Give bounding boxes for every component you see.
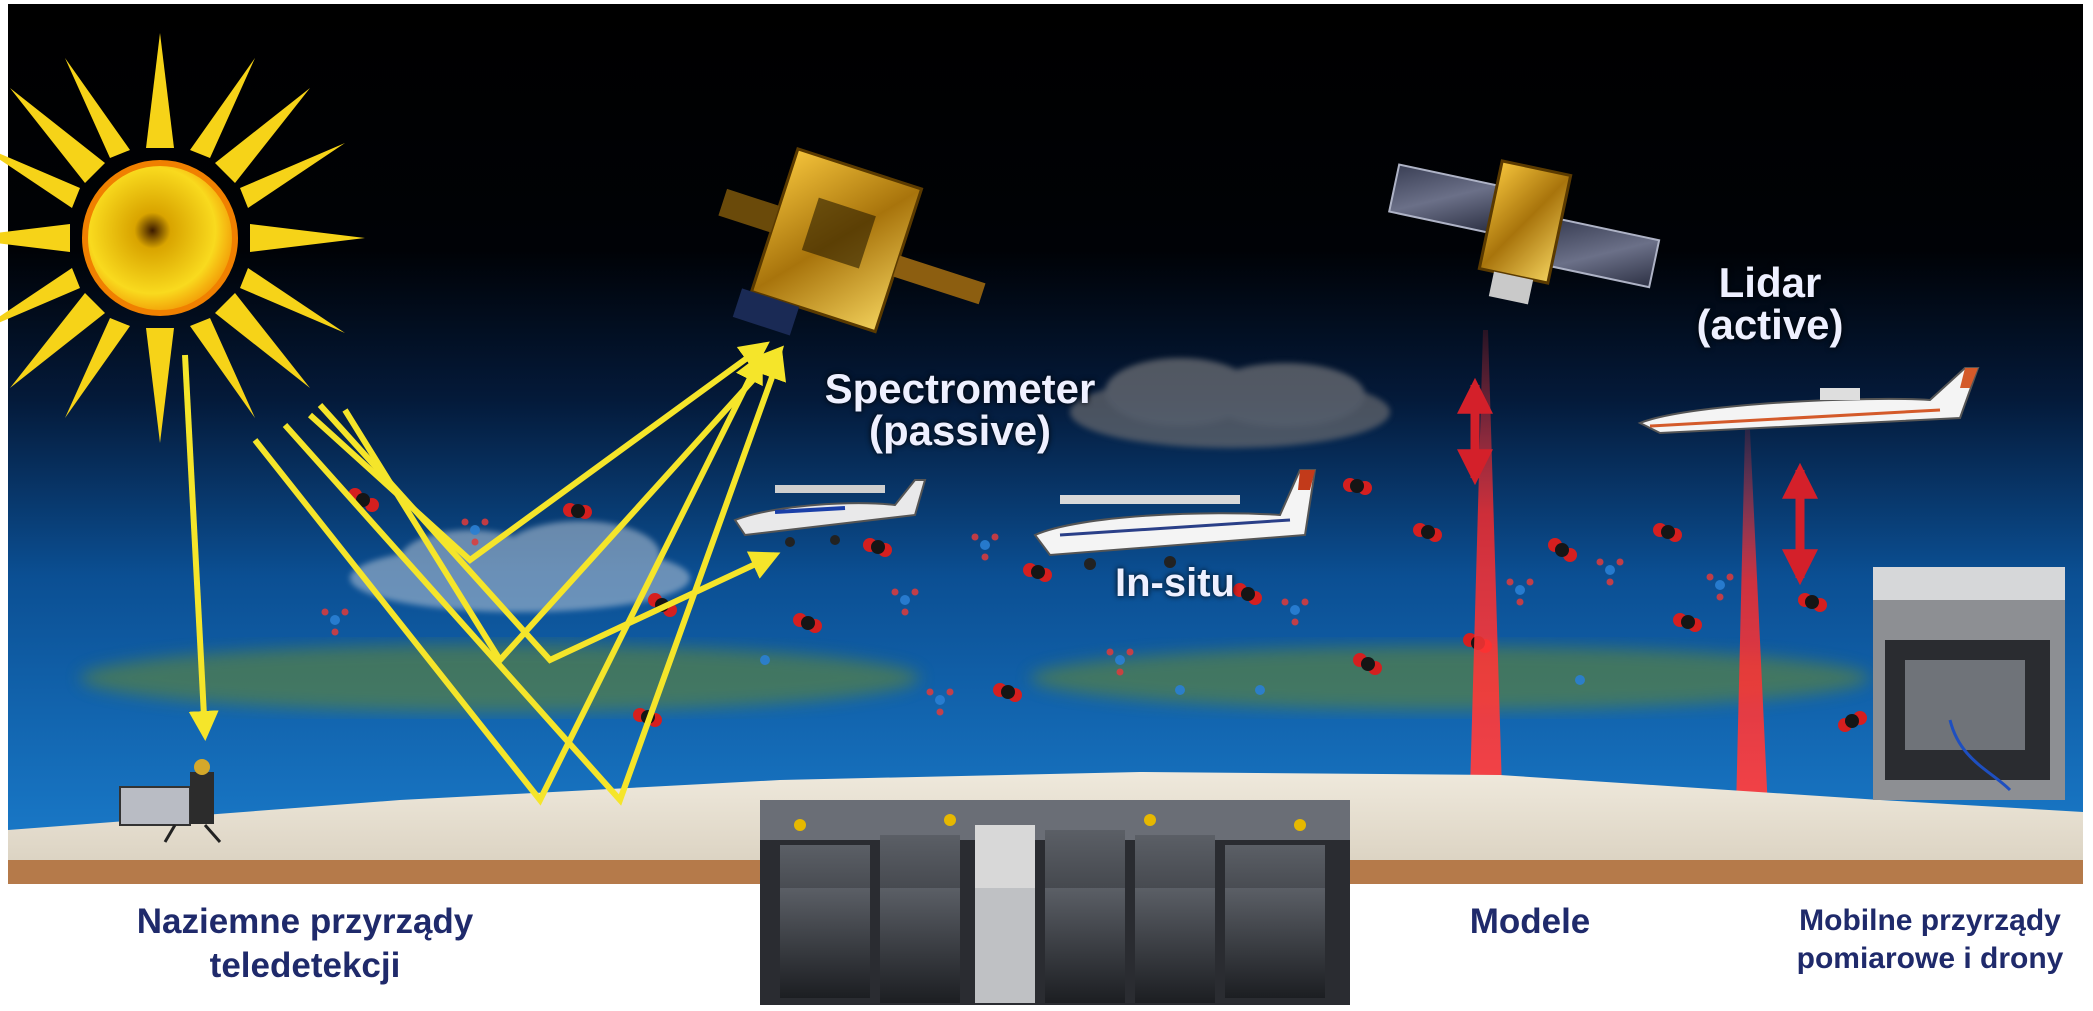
server-room-icon xyxy=(780,888,1325,1003)
airplane-icon xyxy=(1033,469,1317,570)
aerosol-layer xyxy=(80,644,1870,712)
solar-radiation-arrows xyxy=(182,341,786,806)
cloud-icon xyxy=(1070,358,1390,448)
ground-instruments-caption: Naziemne przyrządy teledetekcji xyxy=(90,900,520,988)
mobile-caption-line2: pomiarowe i drony xyxy=(1796,941,2064,975)
mobile-instruments-caption: Mobilne przyrządy pomiarowe i drony xyxy=(1760,902,2093,977)
satellite-icon xyxy=(718,146,986,336)
in-situ-label: In-situ xyxy=(1115,561,1235,605)
satellite-icon xyxy=(1388,159,1661,305)
airplane-icon xyxy=(1637,367,1980,435)
ground-caption-line2: teledetekcji xyxy=(209,945,401,985)
mobile-van-icon xyxy=(1873,567,2065,800)
lidar-label-line1: Lidar xyxy=(1718,259,1822,306)
models-caption: Modele xyxy=(1469,902,1591,941)
spectrometer-label: Spectrometer (passive) xyxy=(800,368,1120,452)
mobile-caption-line1: Mobilne przyrządy xyxy=(1799,904,2061,937)
airplane-icon xyxy=(733,479,927,547)
lidar-label-line2: (active) xyxy=(1696,301,1844,348)
laser-beam xyxy=(1470,330,1768,810)
ground-caption-line1: Naziemne przyrządy xyxy=(136,902,474,941)
spectrometer-label-line1: Spectrometer xyxy=(824,365,1096,412)
lidar-label: Lidar (active) xyxy=(1670,262,1870,346)
spectrometer-label-line2: (passive) xyxy=(868,407,1052,454)
ground-instrument-icon xyxy=(119,759,222,843)
sun-icon xyxy=(0,33,365,443)
